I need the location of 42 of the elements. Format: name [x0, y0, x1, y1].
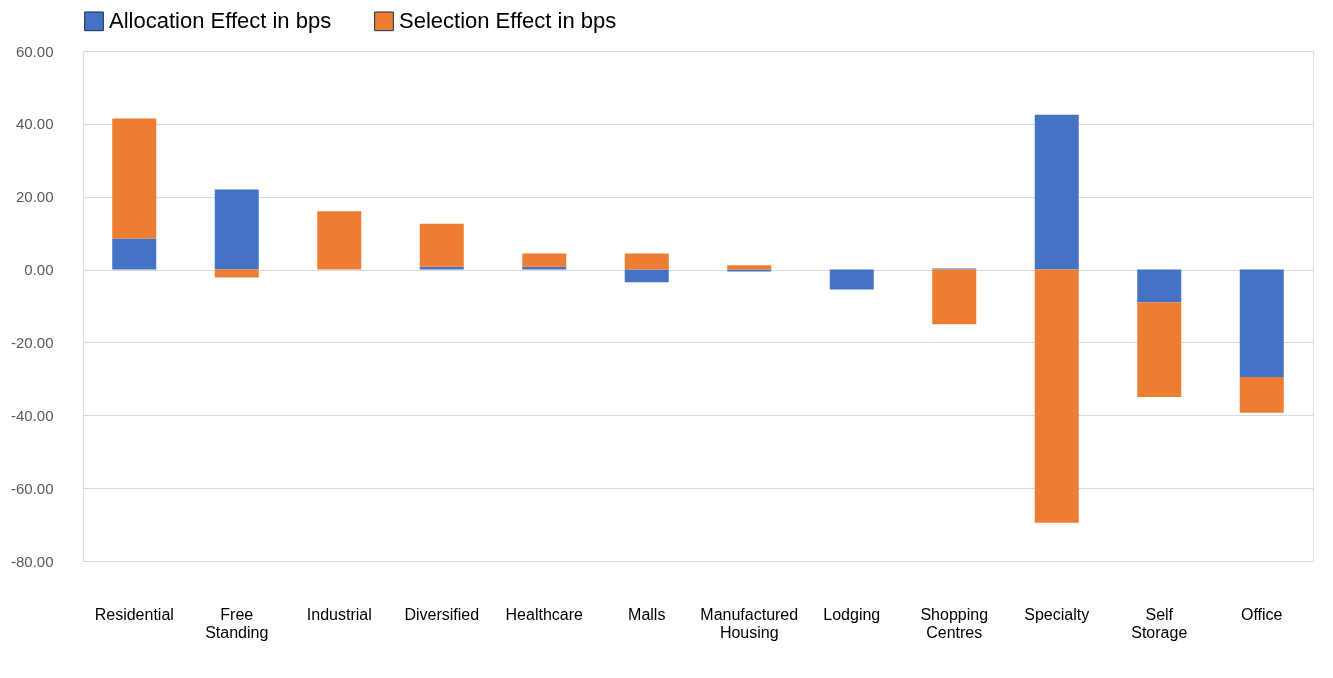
bar	[1239, 377, 1284, 413]
bar	[112, 118, 157, 239]
x-tick-label: Office	[1241, 605, 1283, 623]
bar	[624, 253, 669, 270]
x-tick-label: Healthcare	[505, 605, 584, 623]
x-tick-label: Specialty	[1024, 605, 1090, 623]
x-tick-label: Diversified	[404, 605, 480, 623]
y-tick-label: -40.00	[10, 406, 54, 424]
x-tick-label: Malls	[628, 605, 666, 623]
y-tick-label: -20.00	[10, 333, 54, 351]
x-tick-label: Residential	[94, 605, 174, 623]
y-tick-label: 40.00	[15, 115, 54, 133]
x-tick-label: Lodging	[823, 605, 881, 623]
y-tick-label: -60.00	[10, 479, 54, 497]
x-tick-label: Shopping Centres	[920, 605, 989, 641]
legend-label: Allocation Effect in bps	[109, 8, 332, 34]
bar	[112, 238, 157, 270]
x-tick-label: Industrial	[306, 605, 372, 623]
bar	[727, 265, 772, 270]
y-tick-label: -80.00	[10, 552, 54, 570]
legend-label: Selection Effect in bps	[399, 8, 617, 34]
x-tick-label: Free Standing	[205, 605, 269, 641]
x-tick-label: Manufactured Housing	[700, 605, 799, 641]
bar	[522, 253, 567, 267]
bar	[214, 269, 259, 278]
bar	[1239, 269, 1284, 378]
bar	[829, 269, 874, 290]
bar	[317, 211, 362, 270]
bar	[419, 266, 464, 270]
bar	[214, 189, 259, 270]
y-tick-label: 20.00	[15, 188, 54, 206]
bar	[1137, 302, 1182, 398]
bar	[522, 266, 567, 270]
bar	[1034, 114, 1079, 270]
bar	[932, 269, 977, 325]
y-tick-label: 60.00	[15, 42, 54, 60]
y-tick-label: 0.00	[24, 261, 54, 279]
bar	[1137, 269, 1182, 303]
bar	[624, 269, 669, 283]
x-tick-label: Self Storage	[1131, 605, 1188, 641]
bar	[419, 223, 464, 267]
bar	[1034, 269, 1079, 523]
